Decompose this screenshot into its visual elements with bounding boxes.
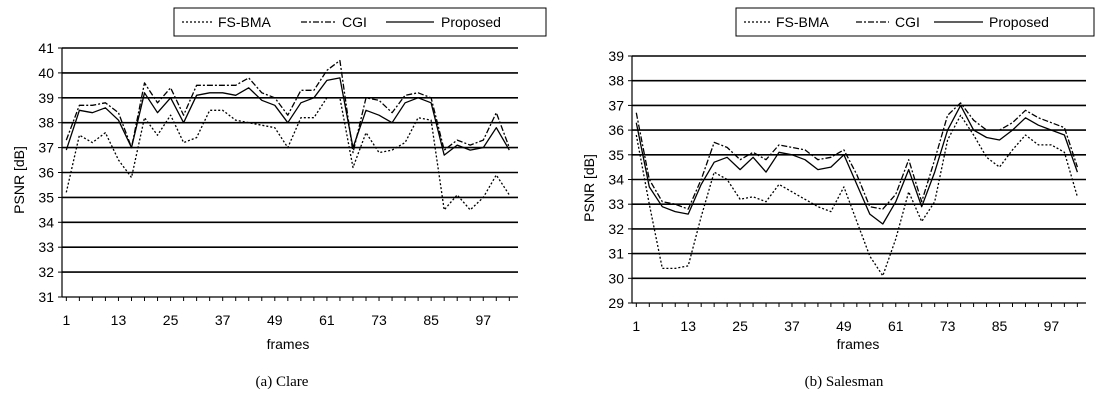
y-tick-label: 32 — [608, 221, 624, 237]
x-tick-label: 49 — [267, 312, 283, 328]
series-line-cgi — [635, 102, 1079, 210]
y-tick-label: 34 — [38, 214, 54, 230]
y-tick-label: 33 — [608, 196, 624, 212]
series-line-proposed — [65, 77, 510, 156]
legend-clare: FS-BMA CGI Proposed — [173, 7, 547, 37]
legend-label-fs-bma: FS-BMA — [218, 14, 272, 30]
x-tick-label: 73 — [371, 312, 387, 328]
caption-salesman: (b) Salesman — [805, 374, 884, 390]
y-tick-label: 35 — [608, 147, 624, 163]
legend-label-proposed: Proposed — [441, 14, 501, 30]
y-tick-label: 37 — [608, 97, 624, 113]
y-tick-label: 38 — [608, 73, 624, 89]
legend-label-cgi: CGI — [342, 14, 367, 30]
y-tick-label: 34 — [608, 172, 624, 188]
x-tick-label: 49 — [836, 318, 852, 334]
x-tick-label: 37 — [215, 312, 231, 328]
y-tick-label: 38 — [38, 115, 54, 131]
y-tick-label: 31 — [608, 246, 624, 262]
x-tick-label: 97 — [475, 312, 491, 328]
caption-clare: (a) Clare — [256, 374, 309, 390]
x-tick-label: 85 — [992, 318, 1008, 334]
y-tick-label: 35 — [38, 189, 54, 205]
series-line-cgi — [65, 59, 510, 154]
x-axis-label: frames — [267, 336, 310, 352]
y-tick-label: 41 — [38, 40, 54, 56]
chart-clare: FS-BMA CGI Proposed 31 32 33 34 35 36 37 38 39 40… — [11, 7, 547, 390]
y-axis-label: PSNR [dB] — [581, 154, 597, 222]
x-tick-label: 37 — [784, 318, 800, 334]
y-tick-label: 31 — [38, 289, 54, 305]
x-ticks-salesman: 1 13 25 37 49 61 73 85 97 — [632, 303, 1078, 334]
x-ticks-clare: 1 13 25 37 49 61 73 85 97 — [62, 297, 510, 328]
x-axis-label: frames — [837, 336, 880, 352]
series-salesman — [635, 102, 1079, 277]
x-tick-label: 85 — [423, 312, 439, 328]
y-tick-label: 36 — [38, 165, 54, 181]
y-tick-label: 39 — [608, 48, 624, 64]
legend-label-proposed: Proposed — [989, 14, 1049, 30]
series-clare — [65, 59, 510, 211]
x-tick-label: 1 — [632, 318, 640, 334]
y-tick-label: 40 — [38, 65, 54, 81]
x-tick-label: 25 — [732, 318, 748, 334]
y-axis-label: PSNR [dB] — [11, 146, 27, 214]
y-tick-label: 39 — [38, 90, 54, 106]
x-tick-label: 13 — [680, 318, 696, 334]
chart-salesman: FS-BMA CGI Proposed 29 30 31 32 33 34 35 36 37 38… — [581, 7, 1095, 390]
x-tick-label: 1 — [62, 312, 70, 328]
legend-box — [173, 7, 547, 37]
y-tick-label: 29 — [608, 295, 624, 311]
legend-label-fs-bma: FS-BMA — [776, 14, 830, 30]
y-tick-label: 36 — [608, 122, 624, 138]
x-tick-label: 73 — [940, 318, 956, 334]
x-tick-label: 25 — [163, 312, 179, 328]
y-ticks-clare: 31 32 33 34 35 36 37 38 39 40 41 — [38, 40, 62, 305]
series-line-fs-bma — [635, 114, 1079, 277]
x-tick-label: 97 — [1044, 318, 1060, 334]
x-tick-label: 61 — [888, 318, 904, 334]
grid-salesman — [632, 55, 1086, 280]
y-tick-label: 32 — [38, 264, 54, 280]
x-tick-label: 13 — [111, 312, 127, 328]
legend-salesman: FS-BMA CGI Proposed — [735, 7, 1095, 37]
y-tick-label: 37 — [38, 140, 54, 156]
y-ticks-salesman: 29 30 31 32 33 34 35 36 37 38 39 — [608, 48, 632, 311]
legend-label-cgi: CGI — [895, 14, 920, 30]
grid-clare — [62, 47, 518, 273]
series-line-fs-bma — [65, 97, 510, 211]
legend-box — [735, 7, 1095, 37]
x-tick-label: 61 — [319, 312, 335, 328]
y-tick-label: 30 — [608, 270, 624, 286]
series-line-proposed — [635, 104, 1079, 225]
y-tick-label: 33 — [38, 239, 54, 255]
